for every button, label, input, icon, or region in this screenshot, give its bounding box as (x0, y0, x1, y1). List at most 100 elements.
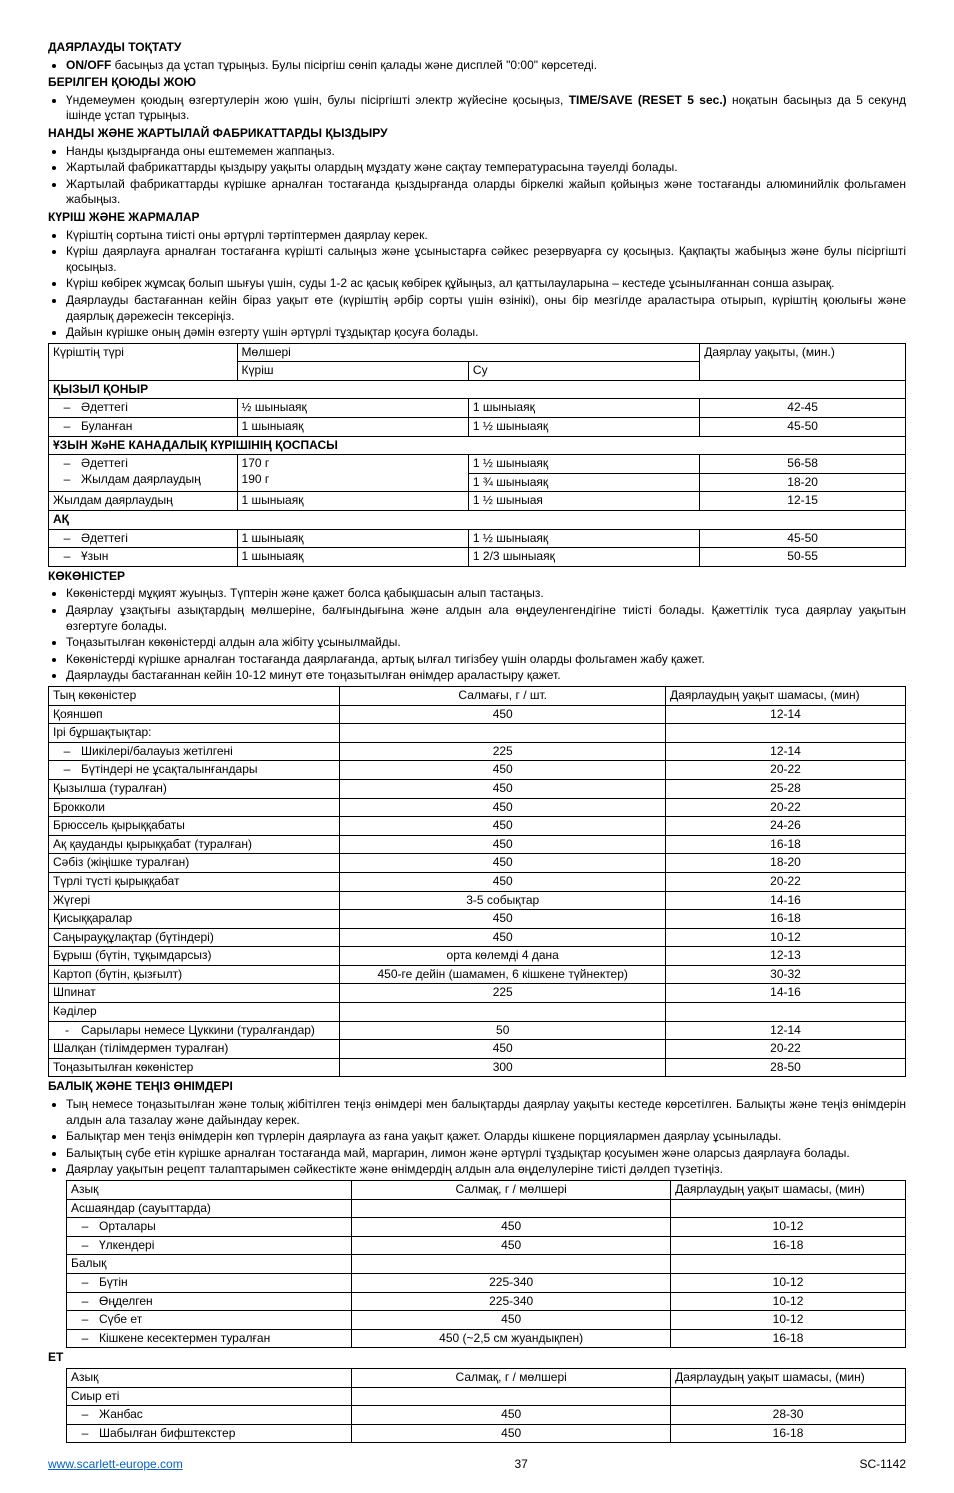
th: Азық (67, 1368, 352, 1387)
cell: 56-58 (700, 455, 906, 474)
heading-meat: ЕТ (48, 1350, 906, 1366)
dash (53, 419, 81, 433)
cell: 450 (340, 928, 666, 947)
cell: 450 (352, 1236, 671, 1255)
list-item: Күріш даярлауға арналған тостағанға күрі… (66, 244, 906, 275)
cell: 10-12 (671, 1311, 906, 1330)
heading-fish: БАЛЫҚ ЖӘНЕ ТЕҢІЗ ӨНІМДЕРІ (48, 1079, 906, 1095)
cell: 12-14 (666, 705, 906, 724)
dash (53, 549, 81, 563)
cell: 1 2/3 шыныаяқ (468, 548, 699, 567)
cell: 20-22 (666, 1040, 906, 1059)
th: Даярлаудың уақыт шамасы, (мин) (671, 1368, 906, 1387)
cell: 12-14 (666, 742, 906, 761)
veg-list: Көкөністерді мұқият жуыңыз. Түптерін жән… (48, 586, 906, 684)
cell: 1 шыныаяқ (468, 399, 699, 418)
cell: 450-ге дейін (шамамен, 6 кішкене түйнект… (340, 965, 666, 984)
cell: 14-16 (666, 984, 906, 1003)
cell: 1 шыныаяқ (237, 529, 468, 548)
list-item: Күріштің сортына тиісті оны әртүрлі тәрт… (66, 228, 906, 244)
th: Азық (67, 1181, 352, 1200)
bold-span: TIME/SAVE (RESET 5 sec.) (569, 93, 727, 107)
list-item: ON/OFF басыңыз да ұстап тұрыңыз. Булы пі… (66, 58, 906, 74)
cell: Өңделген (67, 1292, 352, 1311)
dash (53, 456, 81, 470)
cell: Саңырауқұлақтар (бүтіндері) (49, 928, 340, 947)
cell: Ұзын (49, 548, 238, 567)
veg-table: Тың көкөністер Салмағы, г / шт. Даярлауд… (48, 686, 906, 1077)
cell: Бұрыш (бүтін, тұқымдарсыз) (49, 947, 340, 966)
cell: 28-50 (666, 1058, 906, 1077)
cell: 225 (340, 984, 666, 1003)
cell: 10-12 (671, 1218, 906, 1237)
cell: 1 ¾ шыныаяқ (468, 473, 699, 492)
dash (53, 400, 81, 414)
footer-model: SC-1142 (860, 1457, 906, 1473)
cell: 450 (~2,5 см жуандықпен) (352, 1329, 671, 1348)
list-item: Көкөністерді мұқият жуыңыз. Түптерін жән… (66, 586, 906, 602)
cell: 1 шыныаяқ (237, 548, 468, 567)
cell: 18-20 (666, 854, 906, 873)
heading-reset: БЕРІЛГЕН ҚОЮДЫ ЖОЮ (48, 75, 906, 91)
cell: 16-18 (666, 835, 906, 854)
cell: 450 (340, 872, 666, 891)
cell: Қызылша (туралған) (49, 779, 340, 798)
list-item: Даярлауды бастағаннан кейін біраз уақыт … (66, 293, 906, 324)
list-item: Дайын күрішке оның дәмін өзгерту үшін әр… (66, 325, 906, 341)
th: Мөлшері (237, 343, 700, 362)
cell: Сәбіз (жіңішке туралған) (49, 854, 340, 873)
cell: Асшаяндар (сауыттарда) (67, 1199, 352, 1218)
th: Су (468, 362, 699, 381)
list-item: Балықтың сүбе етін күрішке арналған тост… (66, 1146, 906, 1162)
cell: Кәділер (49, 1003, 340, 1022)
cell: Кішкене кесектермен туралған (67, 1329, 352, 1348)
cell: Қисыққаралар (49, 910, 340, 929)
cell: 3-5 собықтар (340, 891, 666, 910)
list-item: Күріш көбірек жұмсақ болып шығуы үшін, с… (66, 276, 906, 292)
cell: Брюссель қырыққабаты (49, 817, 340, 836)
cell (340, 724, 666, 743)
cell: Буланған (49, 418, 238, 437)
list-item: Көкөністерді күрішке арналған тостағанда… (66, 652, 906, 668)
group-title: ҰЗЫН ЖәНЕ КАНАДАЛЫҚ КҮРІШІНІҢ ҚОСПАСЫ (49, 436, 906, 455)
bold-span: ON/OFF (66, 58, 111, 72)
rice-table: Күріштің түрі Мөлшері Даярлау уақыты, (м… (48, 343, 906, 567)
cell: 450 (340, 854, 666, 873)
heading-rice: КҮРІШ ЖӘНЕ ЖАРМАЛАР (48, 210, 906, 226)
cell: 225 (340, 742, 666, 761)
cell: 18-20 (700, 473, 906, 492)
cell: 12-14 (666, 1021, 906, 1040)
footer-url[interactable]: www.scarlett-europe.com (48, 1457, 183, 1473)
cell: 1 ½ шыныаяқ (468, 529, 699, 548)
cell: Сүбе ет (67, 1311, 352, 1330)
cell: 45-50 (700, 418, 906, 437)
cell (671, 1387, 906, 1406)
cell: 10-12 (671, 1273, 906, 1292)
rice-list: Күріштің сортына тиісті оны әртүрлі тәрт… (48, 228, 906, 341)
cell: 12-13 (666, 947, 906, 966)
list-item: Тоңазытылған көкөністерді алдын ала жібі… (66, 635, 906, 651)
cell: 450 (340, 705, 666, 724)
cell: Орталары (67, 1218, 352, 1237)
cell: 45-50 (700, 529, 906, 548)
list-item: Жартылай фабрикаттарды қыздыру уақыты ол… (66, 160, 906, 176)
cell: Сиыр еті (67, 1387, 352, 1406)
cell: Жүгері (49, 891, 340, 910)
heading-stop: ДАЯРЛАУДЫ ТОҚТАТУ (48, 40, 906, 56)
cell: 16-18 (666, 910, 906, 929)
cell: 30-32 (666, 965, 906, 984)
cell: 28-30 (671, 1406, 906, 1425)
th: Салмақ, г / мөлшері (352, 1368, 671, 1387)
cell: ½ шыныаяқ (237, 399, 468, 418)
fish-table: Азық Салмақ, г / мөлшері Даярлаудың уақы… (66, 1180, 906, 1348)
cell: 24-26 (666, 817, 906, 836)
cell: 14-16 (666, 891, 906, 910)
cell: Бүтіндері не ұсақталынғандары (49, 761, 340, 780)
list-item: Даярлау уақытын рецепт талаптарымен сәйк… (66, 1162, 906, 1178)
cell: 20-22 (666, 872, 906, 891)
cell (666, 724, 906, 743)
th: Тың көкөністер (49, 686, 340, 705)
cell: 170 г 190 г (237, 455, 468, 492)
list-item: Тың немесе тоңазытылған және толық жібіт… (66, 1097, 906, 1128)
cell: 450 (340, 798, 666, 817)
